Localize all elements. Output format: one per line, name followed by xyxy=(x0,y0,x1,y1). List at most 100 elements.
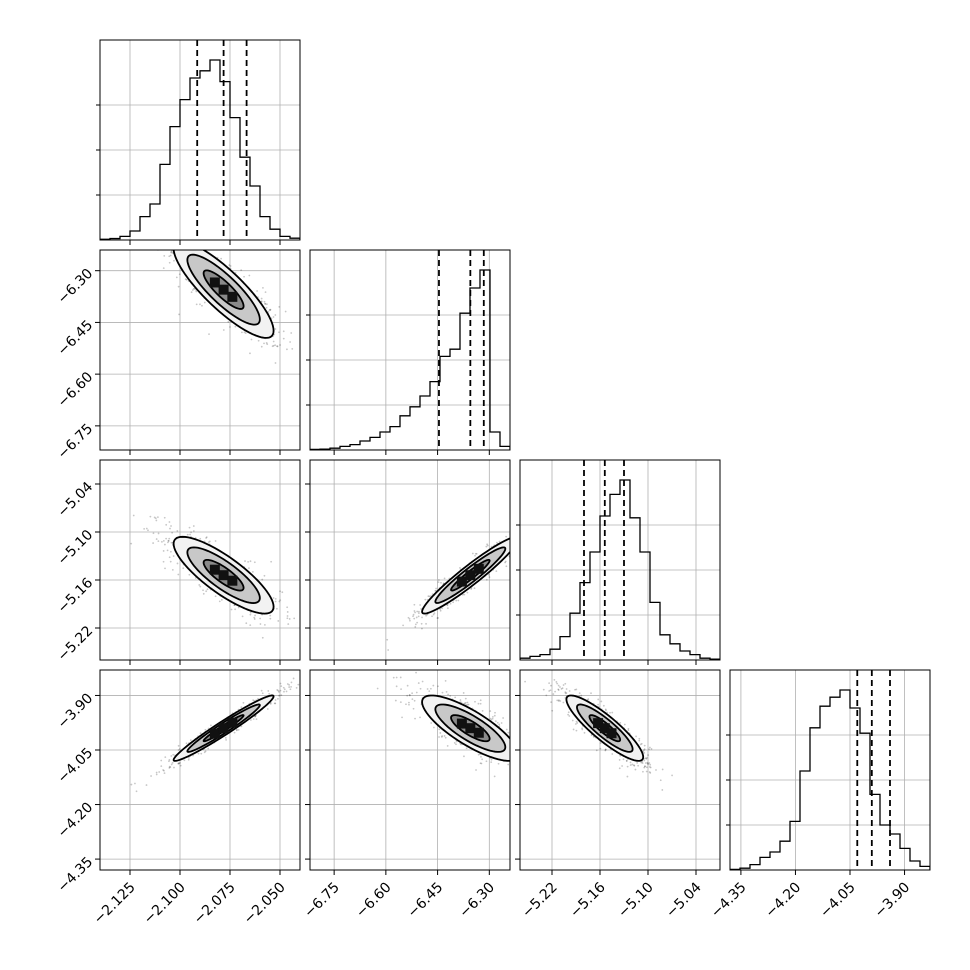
sample-point xyxy=(549,689,552,692)
sample-point xyxy=(636,762,639,764)
sample-point xyxy=(169,560,172,563)
sample-point xyxy=(244,560,246,562)
sample-point xyxy=(249,611,252,614)
sample-point xyxy=(267,690,270,692)
sample-point xyxy=(242,701,245,704)
sample-point xyxy=(557,684,560,687)
sample-point xyxy=(555,681,558,683)
sample-point xyxy=(425,614,428,617)
sample-point xyxy=(443,735,446,737)
sample-point xyxy=(517,529,519,531)
sample-point xyxy=(595,749,598,752)
sample-point xyxy=(475,769,477,771)
sample-point xyxy=(130,783,133,786)
sample-point xyxy=(184,278,187,281)
sample-point xyxy=(269,308,272,311)
sample-point xyxy=(648,748,650,751)
sample-point xyxy=(421,616,423,619)
sample-point xyxy=(278,331,280,334)
sample-point xyxy=(203,751,206,754)
sample-point xyxy=(505,728,508,731)
x-tick-label-3-3: −3.90 xyxy=(872,879,914,921)
sample-point xyxy=(157,540,160,542)
x-tick-label-3-2: −4.05 xyxy=(817,879,859,921)
sample-point xyxy=(134,782,136,785)
sample-point xyxy=(609,711,611,714)
sample-point xyxy=(445,690,448,693)
sample-point xyxy=(244,332,247,335)
sample-point xyxy=(170,541,173,544)
sample-point xyxy=(639,743,642,746)
sample-point xyxy=(420,608,423,610)
sample-point xyxy=(532,767,534,769)
sample-point xyxy=(168,765,171,768)
y-tick-label-1-2: −6.45 xyxy=(55,317,97,359)
sample-point xyxy=(155,773,158,776)
sample-point xyxy=(444,736,447,739)
sample-point xyxy=(167,539,170,542)
sample-point xyxy=(187,758,190,761)
sample-point xyxy=(626,765,629,768)
sample-point xyxy=(197,752,200,755)
sample-point xyxy=(170,222,172,224)
sample-point xyxy=(490,761,493,764)
sample-point xyxy=(643,751,646,754)
sample-point xyxy=(494,711,496,714)
sample-point xyxy=(629,764,632,766)
sample-point xyxy=(163,769,165,772)
sample-point xyxy=(631,763,634,766)
sample-point xyxy=(412,613,415,616)
sample-point xyxy=(253,618,256,620)
sample-point xyxy=(463,702,466,705)
sample-point xyxy=(279,682,282,685)
density-core xyxy=(599,723,610,734)
sample-point xyxy=(395,676,398,679)
sample-point xyxy=(645,757,648,760)
sample-point xyxy=(289,688,292,691)
sample-point xyxy=(429,687,432,690)
sample-point xyxy=(222,329,225,331)
sample-point xyxy=(574,723,577,725)
sample-point xyxy=(150,242,152,244)
sample-point xyxy=(517,743,519,745)
sample-point xyxy=(189,533,191,536)
sample-point xyxy=(274,702,277,705)
sample-point xyxy=(280,685,283,687)
sample-point xyxy=(424,598,427,601)
sample-point xyxy=(200,752,203,755)
sample-point xyxy=(426,613,429,616)
sample-point xyxy=(561,687,564,690)
sample-point xyxy=(259,617,262,620)
sample-point xyxy=(516,535,518,537)
sample-point xyxy=(165,523,168,526)
sample-point xyxy=(513,550,515,552)
sample-point xyxy=(551,709,554,712)
sample-point xyxy=(578,692,581,694)
density-core xyxy=(606,728,617,739)
sample-point xyxy=(291,347,294,350)
sample-point xyxy=(568,690,571,692)
sample-point xyxy=(440,736,443,738)
sample-point xyxy=(437,581,440,584)
sample-point xyxy=(206,588,209,591)
sample-point xyxy=(437,617,439,619)
sample-point xyxy=(254,715,257,718)
sample-point xyxy=(518,548,520,550)
sample-point xyxy=(507,763,510,766)
sample-point xyxy=(432,613,435,616)
sample-point xyxy=(169,527,171,530)
sample-point xyxy=(168,767,171,769)
sample-point xyxy=(549,515,551,517)
panel-1-0 xyxy=(95,222,301,455)
sample-point xyxy=(286,683,289,685)
sample-point xyxy=(198,247,200,249)
sample-point xyxy=(568,715,571,717)
sample-point xyxy=(511,750,513,752)
sample-point xyxy=(154,517,157,520)
sample-point xyxy=(171,568,174,571)
sample-point xyxy=(564,692,567,695)
sample-point xyxy=(513,773,515,775)
sample-point xyxy=(274,597,277,600)
sample-point xyxy=(414,623,417,626)
sample-point xyxy=(597,703,599,706)
